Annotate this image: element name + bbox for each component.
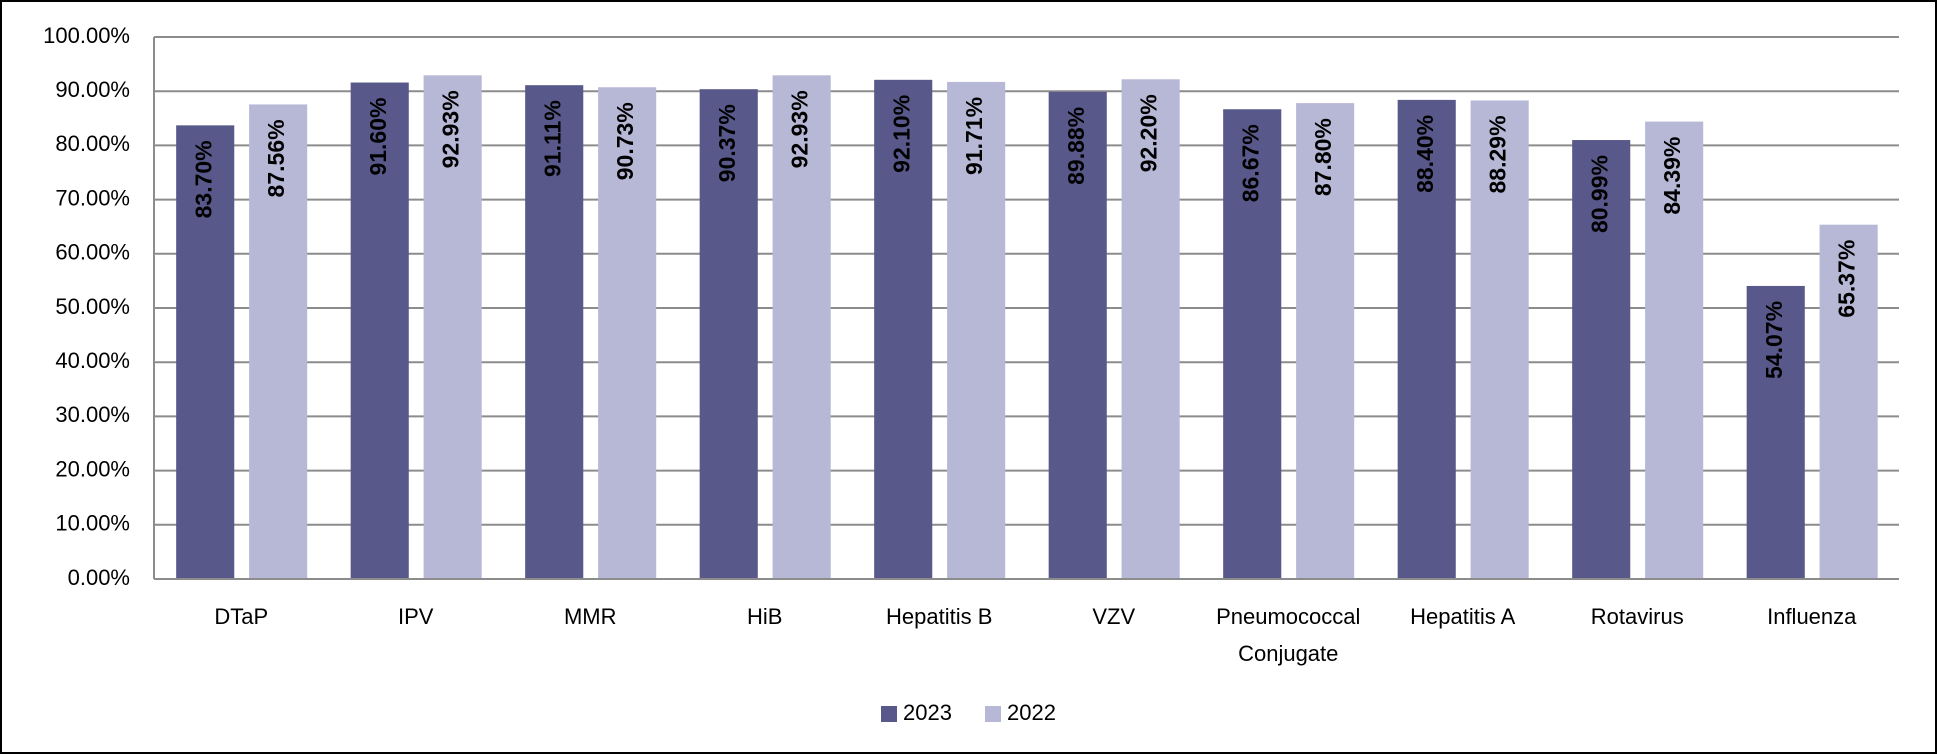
bar bbox=[1048, 91, 1107, 579]
bar bbox=[1223, 109, 1282, 579]
value-label: 92.10% bbox=[888, 95, 914, 173]
value-label: 92.20% bbox=[1136, 94, 1162, 172]
y-tick-label: 100.00% bbox=[43, 23, 130, 48]
bar bbox=[874, 79, 933, 580]
bar bbox=[1397, 99, 1456, 579]
bar bbox=[1296, 103, 1355, 580]
legend-label: 2022 bbox=[1007, 700, 1056, 725]
value-label: 92.93% bbox=[787, 90, 813, 168]
value-label: 90.73% bbox=[612, 102, 638, 180]
bar bbox=[249, 104, 308, 579]
y-tick-label: 90.00% bbox=[55, 77, 130, 102]
y-tick-label: 20.00% bbox=[55, 456, 130, 481]
y-tick-label: 10.00% bbox=[55, 511, 130, 536]
bar bbox=[1645, 121, 1704, 579]
value-label: 91.11% bbox=[539, 100, 565, 177]
bar bbox=[1572, 140, 1631, 580]
x-tick-label: Rotavirus bbox=[1591, 604, 1684, 629]
value-label: 87.56% bbox=[263, 119, 289, 197]
y-tick-label: 0.00% bbox=[68, 565, 130, 590]
value-label: 84.39% bbox=[1659, 137, 1685, 215]
bar bbox=[1470, 100, 1529, 579]
bar bbox=[1819, 224, 1878, 580]
bar bbox=[176, 125, 235, 579]
legend-label: 2023 bbox=[903, 700, 952, 725]
x-tick-label: Hepatitis B bbox=[886, 604, 992, 629]
y-tick-label: 70.00% bbox=[55, 185, 130, 210]
x-tick-label: IPV bbox=[398, 604, 434, 629]
bar bbox=[699, 89, 758, 579]
value-label: 88.29% bbox=[1485, 115, 1511, 193]
value-label: 89.88% bbox=[1063, 107, 1089, 185]
value-label: 88.40% bbox=[1412, 115, 1438, 193]
bar bbox=[423, 75, 482, 579]
bar bbox=[350, 82, 409, 579]
value-label: 80.99% bbox=[1586, 155, 1612, 233]
value-label: 91.60% bbox=[365, 98, 391, 176]
x-tick-label: DTaP bbox=[214, 604, 268, 629]
bar bbox=[772, 75, 831, 579]
value-label: 86.67% bbox=[1237, 124, 1263, 202]
y-tick-label: 30.00% bbox=[55, 402, 130, 427]
value-label: 90.37% bbox=[714, 104, 740, 182]
bar bbox=[525, 85, 584, 579]
value-label: 54.07% bbox=[1761, 301, 1787, 379]
x-tick-label: Influenza bbox=[1767, 604, 1857, 629]
bar bbox=[598, 87, 657, 579]
x-tick-label: Hepatitis A bbox=[1410, 604, 1515, 629]
legend-swatch bbox=[985, 706, 1001, 722]
x-tick-label: Pneumococcal Conjugate bbox=[1216, 604, 1360, 666]
value-label: 87.80% bbox=[1310, 118, 1336, 196]
bar bbox=[947, 81, 1006, 580]
bar bbox=[1121, 79, 1180, 579]
value-label: 91.71% bbox=[961, 97, 987, 175]
value-label: 83.70% bbox=[190, 140, 216, 218]
y-tick-label: 60.00% bbox=[55, 240, 130, 265]
y-tick-label: 40.00% bbox=[55, 348, 130, 373]
legend-swatch bbox=[881, 706, 897, 722]
y-tick-label: 80.00% bbox=[55, 131, 130, 156]
bar bbox=[1746, 285, 1805, 579]
y-tick-label: 50.00% bbox=[55, 294, 130, 319]
value-label: 92.93% bbox=[438, 90, 464, 168]
x-tick-label: VZV bbox=[1092, 604, 1135, 629]
value-label: 65.37% bbox=[1834, 240, 1860, 318]
x-tick-label: MMR bbox=[564, 604, 617, 629]
x-tick-label: HiB bbox=[747, 604, 782, 629]
